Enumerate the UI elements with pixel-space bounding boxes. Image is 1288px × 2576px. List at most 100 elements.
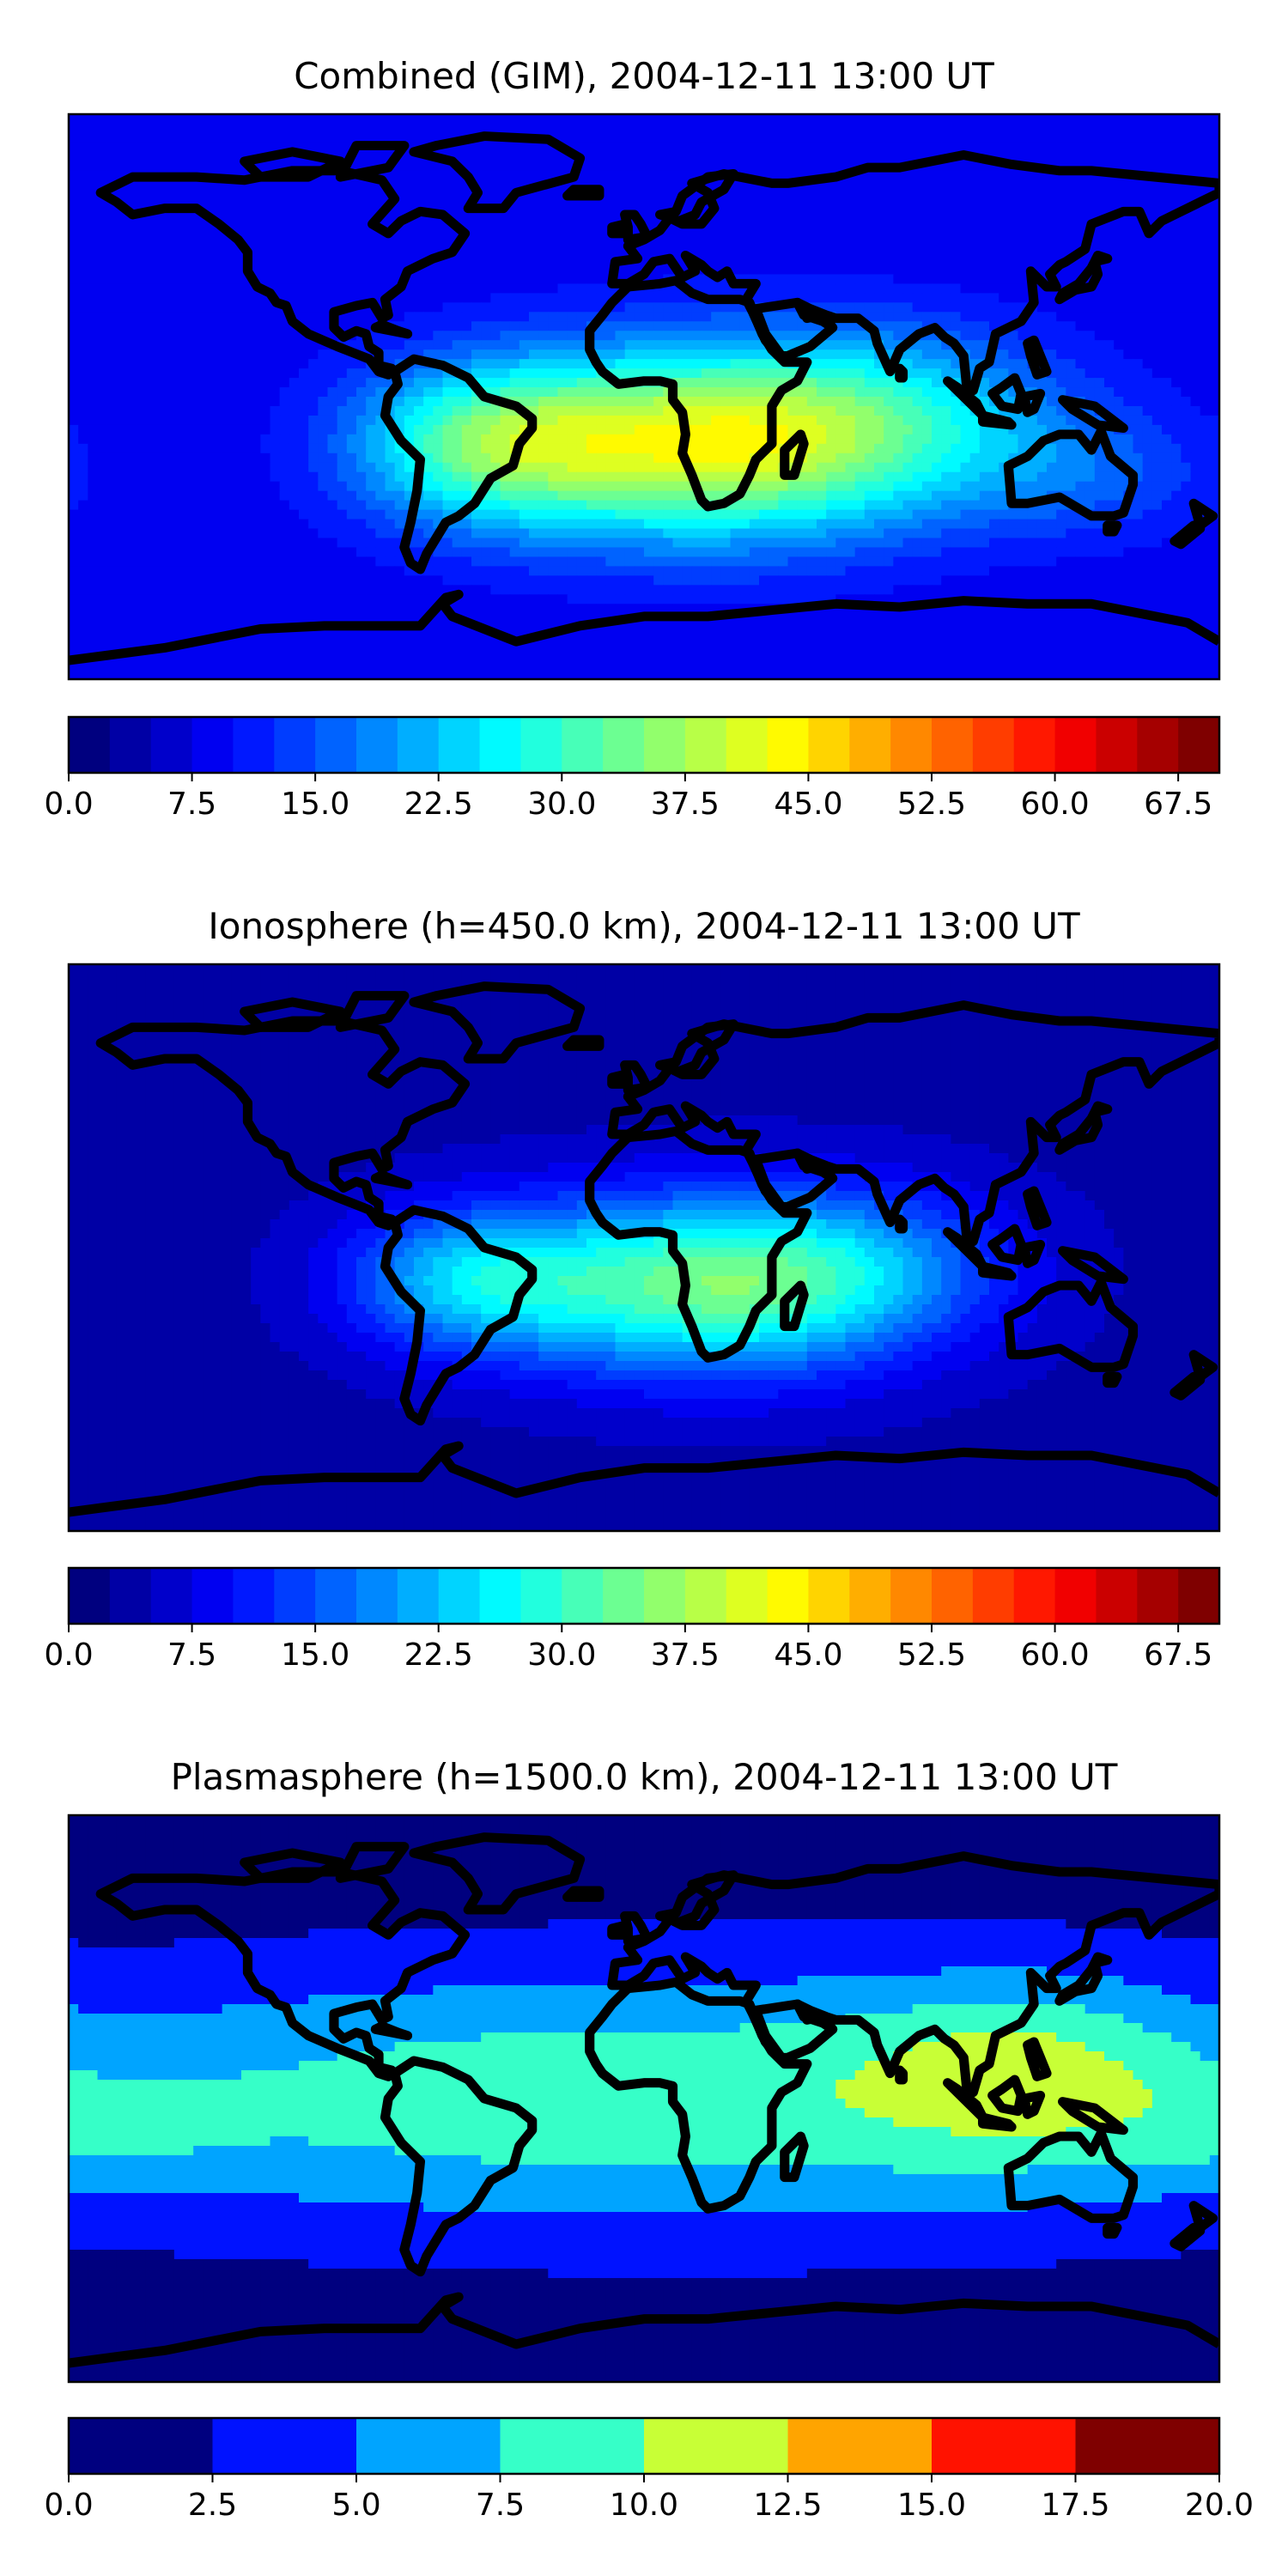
field-cell — [97, 114, 108, 125]
field-cell — [1162, 161, 1172, 172]
field-cell — [1047, 368, 1057, 379]
field-cell — [1094, 321, 1105, 331]
field-cell — [1008, 349, 1019, 360]
field-cell — [509, 123, 520, 134]
field-cell — [519, 453, 530, 464]
field-cell — [69, 434, 79, 445]
field-cell — [375, 434, 386, 445]
field-cell — [864, 283, 875, 294]
field-cell — [270, 114, 281, 125]
field-cell — [145, 142, 156, 153]
field-cell — [730, 415, 741, 426]
field-cell — [433, 368, 444, 379]
field-cell — [1084, 424, 1096, 435]
field-cell — [567, 415, 578, 426]
field-cell — [299, 434, 309, 445]
field-cell — [433, 189, 444, 200]
field-cell — [826, 217, 836, 228]
field-cell — [989, 283, 999, 294]
field-cell — [203, 340, 214, 350]
field-cell — [136, 161, 146, 172]
field-cell — [1056, 321, 1066, 331]
field-cell — [548, 443, 559, 454]
field-cell — [624, 359, 635, 369]
field-cell — [1036, 114, 1048, 125]
field-cell — [1162, 443, 1172, 454]
field-cell — [941, 189, 951, 200]
field-cell — [1066, 349, 1077, 360]
field-cell — [1209, 123, 1219, 134]
field-cell — [203, 415, 214, 426]
field-cell — [184, 359, 194, 369]
field-cell — [270, 198, 281, 210]
field-cell — [941, 359, 951, 369]
field-cell — [1114, 312, 1124, 322]
field-cell — [308, 349, 319, 360]
field-cell — [1114, 227, 1124, 238]
field-cell — [471, 424, 482, 435]
field-cell — [471, 415, 482, 426]
field-cell — [864, 198, 875, 210]
field-cell — [500, 349, 511, 360]
field-cell — [548, 217, 559, 228]
field-cell — [989, 114, 999, 125]
field-cell — [912, 264, 923, 276]
field-cell — [845, 227, 856, 238]
field-cell — [366, 123, 376, 134]
field-cell — [682, 236, 693, 247]
field-cell — [1123, 283, 1134, 294]
field-cell — [318, 471, 329, 483]
field-cell — [624, 179, 635, 191]
field-cell — [212, 161, 223, 172]
field-cell — [1142, 349, 1153, 360]
field-cell — [711, 359, 721, 369]
field-cell — [1094, 132, 1105, 143]
field-cell — [806, 236, 817, 247]
field-cell — [739, 443, 750, 454]
field-cell — [989, 302, 999, 313]
field-cell — [327, 481, 338, 492]
field-cell — [576, 331, 587, 341]
field-cell — [442, 387, 453, 398]
field-cell — [327, 387, 338, 398]
field-cell — [1181, 142, 1192, 153]
field-cell — [1171, 434, 1182, 445]
field-cell — [1056, 114, 1066, 125]
field-cell — [241, 453, 252, 464]
field-cell — [787, 274, 799, 284]
field-cell — [835, 198, 847, 210]
field-cell — [289, 255, 300, 266]
field-cell — [969, 227, 981, 238]
field-cell — [433, 387, 444, 398]
field-cell — [433, 397, 444, 407]
field-cell — [615, 500, 626, 511]
field-cell — [893, 246, 904, 257]
field-cell — [1171, 293, 1182, 303]
field-cell — [69, 208, 79, 219]
field-cell — [308, 378, 319, 388]
field-cell — [203, 453, 214, 464]
field-cell — [126, 415, 137, 426]
field-cell — [1008, 434, 1019, 445]
field-cell — [864, 208, 875, 219]
field-cell — [739, 378, 750, 388]
field-cell — [1162, 405, 1172, 416]
field-cell — [289, 208, 300, 219]
field-cell — [414, 340, 424, 350]
field-cell — [270, 142, 281, 153]
field-cell — [509, 312, 520, 322]
field-cell — [433, 331, 444, 341]
field-cell — [414, 302, 424, 313]
field-cell — [509, 331, 520, 341]
field-cell — [1084, 462, 1096, 473]
field-cell — [538, 359, 549, 369]
field-cell — [893, 378, 904, 388]
field-cell — [327, 142, 338, 153]
field-cell — [702, 246, 712, 257]
field-cell — [88, 312, 99, 322]
field-cell — [1123, 443, 1134, 454]
field-cell — [999, 123, 1009, 134]
field-cell — [385, 462, 396, 473]
field-cell — [88, 217, 99, 228]
field-cell — [969, 217, 981, 228]
